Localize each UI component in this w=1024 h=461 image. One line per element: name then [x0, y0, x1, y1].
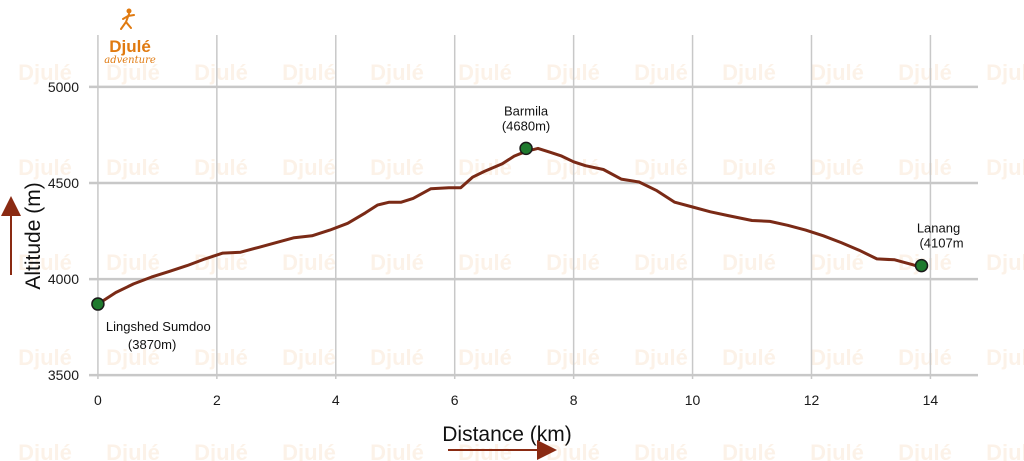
watermark-text: Djulé: [722, 440, 776, 461]
x-axis-title: Distance (km): [442, 423, 572, 446]
grid: [89, 35, 978, 379]
brand-tagline: adventure: [104, 55, 156, 66]
watermark-text: Djulé: [282, 155, 336, 180]
watermark-text: Djulé: [370, 440, 424, 461]
watermark-text: Djulé: [458, 60, 512, 85]
watermark-text: Djulé: [18, 440, 72, 461]
watermark-text: Djulé: [986, 440, 1024, 461]
y-tick-label: 4500: [48, 175, 79, 191]
watermark-text: Djulé: [106, 345, 160, 370]
x-tick-label: 8: [570, 392, 578, 408]
watermark-text: Djulé: [458, 345, 512, 370]
watermark-text: Djulé: [282, 250, 336, 275]
watermark-layer: Djulé Djulé Djulé Djulé Djulé Djulé Djulé Djulé…: [18, 60, 1024, 461]
watermark-text: Djulé: [370, 345, 424, 370]
watermark-text: Djulé: [282, 345, 336, 370]
waypoint-altitude: (4680m): [502, 118, 550, 133]
watermark-text: Djulé: [634, 60, 688, 85]
waypoint-marker: [91, 297, 105, 311]
watermark-text: Djulé: [546, 440, 600, 461]
brand-logo: Djulé adventure: [104, 8, 156, 66]
watermark-text: Djulé: [986, 250, 1024, 275]
x-tick-label: 0: [94, 392, 102, 408]
x-tick-label: 4: [332, 392, 340, 408]
x-tick-label: 14: [923, 392, 939, 408]
watermark-text: Djulé: [458, 155, 512, 180]
watermark-text: Djulé: [634, 250, 688, 275]
watermark-text: Djulé: [634, 345, 688, 370]
watermark-text: Djulé: [370, 250, 424, 275]
watermark-text: Djulé: [810, 60, 864, 85]
watermark-text: Djulé: [722, 155, 776, 180]
watermark-text: Djulé: [810, 155, 864, 180]
x-axis-ticks: 0 2 4 6 8 10 12 14: [94, 392, 938, 408]
watermark-text: Djulé: [634, 440, 688, 461]
brand-name: Djulé: [109, 37, 151, 56]
x-tick-label: 2: [213, 392, 221, 408]
y-axis-title: Altitude (m): [22, 182, 45, 289]
watermark-text: Djulé: [898, 60, 952, 85]
waypoint-markers: Lingshed Sumdoo (3870m) Barmila(4680m) Lana…: [91, 103, 964, 352]
y-tick-label: 3500: [48, 367, 79, 383]
watermark-text: Djulé: [106, 155, 160, 180]
watermark-text: Djulé: [722, 345, 776, 370]
watermark-text: Djulé: [810, 345, 864, 370]
y-axis-ticks: 3500 4000 4500 5000: [48, 79, 79, 383]
elevation-line: [96, 146, 923, 306]
watermark-text: Djulé: [18, 345, 72, 370]
watermark-text: Djulé: [722, 60, 776, 85]
y-tick-label: 5000: [48, 79, 79, 95]
y-tick-label: 4000: [48, 271, 79, 287]
watermark-text: Djulé: [898, 440, 952, 461]
watermark-text: Djulé: [898, 345, 952, 370]
watermark-text: Djulé: [634, 155, 688, 180]
watermark-text: Djulé: [986, 155, 1024, 180]
waypoint-altitude: (4107m: [919, 236, 963, 251]
x-tick-label: 10: [685, 392, 701, 408]
watermark-text: Djulé: [106, 250, 160, 275]
watermark-text: Djulé: [370, 155, 424, 180]
waypoint-name: Barmila: [504, 103, 549, 118]
watermark-text: Djulé: [458, 250, 512, 275]
waypoint-name: Lingshed Sumdoo: [106, 319, 211, 334]
watermark-text: Djulé: [18, 60, 72, 85]
watermark-text: Djulé: [986, 60, 1024, 85]
watermark-text: Djulé: [106, 440, 160, 461]
watermark-text: Djulé: [986, 345, 1024, 370]
watermark-text: Djulé: [194, 345, 248, 370]
watermark-text: Djulé: [370, 60, 424, 85]
waypoint-marker: [914, 258, 929, 273]
watermark-text: Djulé: [282, 440, 336, 461]
x-tick-label: 6: [451, 392, 459, 408]
waypoint-marker: [519, 141, 533, 156]
watermark-text: Djulé: [18, 155, 72, 180]
watermark-text: Djulé: [810, 250, 864, 275]
watermark-text: Djulé: [106, 60, 160, 85]
watermark-text: Djulé: [722, 250, 776, 275]
watermark-text: Djulé: [194, 155, 248, 180]
watermark-text: Djulé: [194, 60, 248, 85]
watermark-text: Djulé: [194, 440, 248, 461]
watermark-text: Djulé: [282, 60, 336, 85]
watermark-text: Djulé: [898, 155, 952, 180]
watermark-text: Djulé: [810, 440, 864, 461]
waypoint-name: Lanang: [917, 221, 960, 236]
runner-icon: [120, 8, 135, 30]
x-tick-label: 12: [804, 392, 820, 408]
waypoint-altitude: (3870m): [128, 337, 176, 352]
watermark-text: Djulé: [18, 250, 72, 275]
